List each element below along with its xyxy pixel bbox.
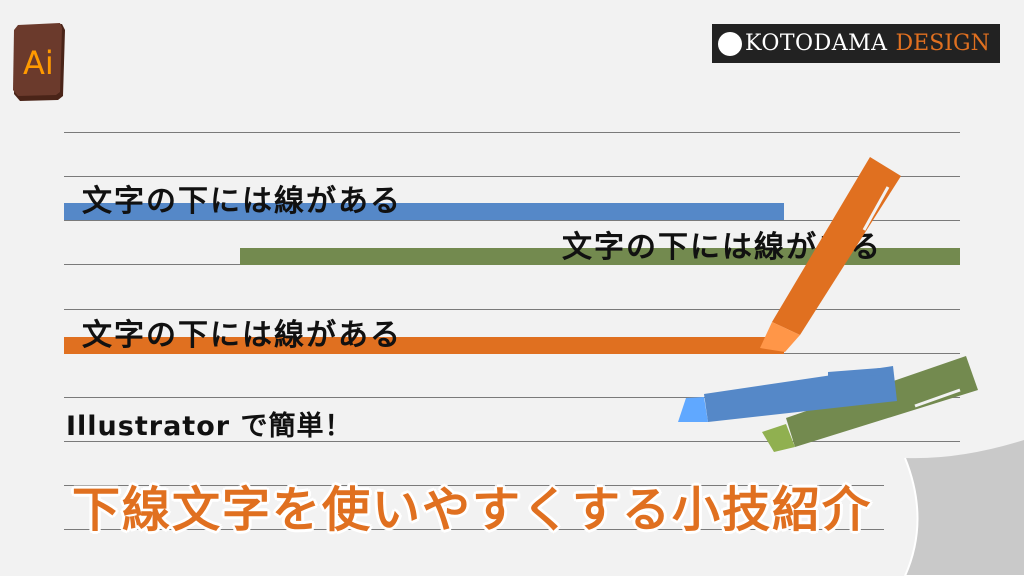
underline-green [240, 248, 960, 265]
ruled-line [64, 132, 960, 133]
illustrator-logo: Ai [13, 23, 65, 101]
ruled-line [64, 441, 960, 442]
ruled-line [64, 220, 960, 221]
sample-text-1: 文字の下には線がある [82, 184, 402, 219]
logo-text: Ai [23, 44, 54, 82]
ruled-line [64, 529, 884, 530]
orange-marker-icon [760, 157, 901, 352]
brand-primary: Kotodama [745, 31, 888, 56]
blue-marker-icon [678, 366, 897, 422]
title: 下線文字を使いやすくする小技紹介 [72, 482, 873, 538]
ruled-line [64, 397, 960, 398]
subtitle: Illustrator で簡単！ [66, 411, 353, 442]
ruled-line [64, 485, 884, 486]
sample-text-3: 文字の下には線がある [82, 318, 402, 353]
underline-orange [64, 337, 784, 354]
ruled-line [64, 176, 960, 177]
underline-blue [64, 203, 784, 220]
brand-secondary: Design [895, 31, 990, 56]
ruled-line [64, 309, 960, 310]
brand-mark-icon [718, 31, 742, 56]
kotodama-design-logo: Kotodama Design [712, 24, 1000, 63]
